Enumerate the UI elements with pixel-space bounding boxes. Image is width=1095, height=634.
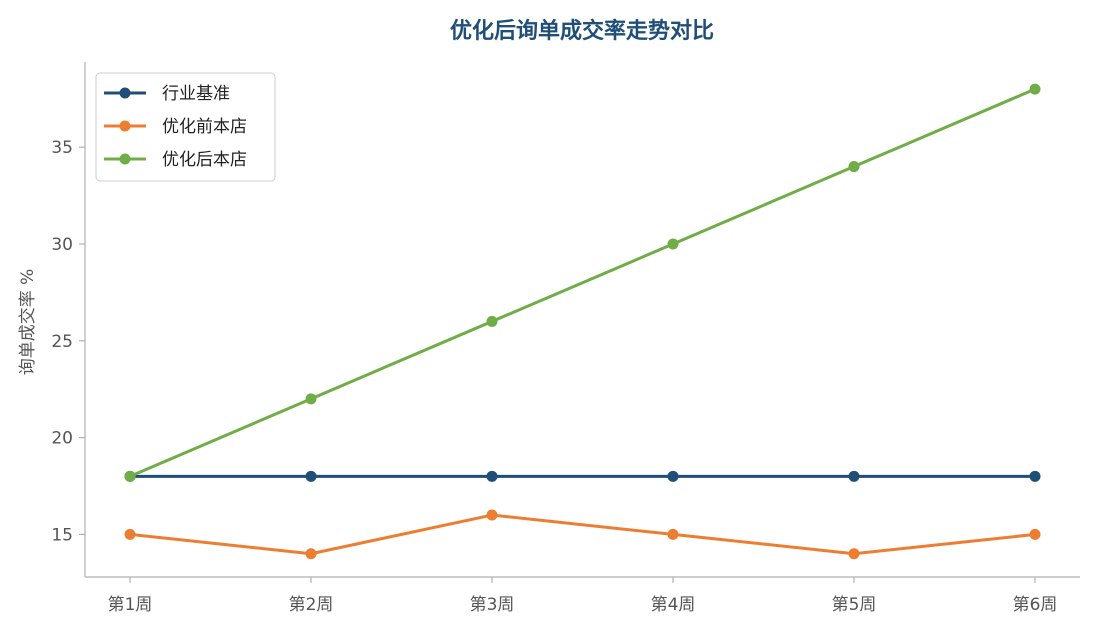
y-tick-label: 35 xyxy=(51,138,73,158)
data-point xyxy=(124,528,136,540)
data-point xyxy=(667,470,679,482)
data-point xyxy=(667,238,679,250)
legend-marker xyxy=(119,153,131,165)
data-point xyxy=(848,161,860,173)
x-tick-label: 第4周 xyxy=(651,595,696,615)
chart-title: 优化后询单成交率走势对比 xyxy=(450,18,714,44)
data-point xyxy=(305,548,317,560)
data-point xyxy=(1029,528,1041,540)
y-tick-label: 20 xyxy=(51,429,73,449)
y-axis-ticks: 15 20 25 30 35 xyxy=(51,138,85,545)
data-point xyxy=(848,470,860,482)
legend-entry: 优化后本店 xyxy=(104,150,247,170)
series-line xyxy=(128,513,1037,556)
series-line xyxy=(128,87,1037,478)
data-point xyxy=(305,470,317,482)
legend-marker xyxy=(119,87,131,99)
y-axis-label: 询单成交率 % xyxy=(18,269,38,376)
legend-marker xyxy=(119,120,131,132)
data-point xyxy=(486,509,498,521)
x-tick-label: 第5周 xyxy=(832,595,877,615)
series-layer xyxy=(124,83,1041,560)
data-point xyxy=(124,470,136,482)
data-point xyxy=(848,548,860,560)
series-3 xyxy=(124,83,1041,482)
y-tick-label: 25 xyxy=(51,332,73,352)
data-point xyxy=(1029,470,1041,482)
y-tick-label: 15 xyxy=(51,525,73,545)
data-point xyxy=(1029,83,1041,95)
x-tick-label: 第2周 xyxy=(289,595,334,615)
legend-label: 优化后本店 xyxy=(162,150,247,170)
data-point xyxy=(486,315,498,327)
legend-label: 行业基准 xyxy=(162,84,230,104)
x-axis-ticks: 第1周 第2周 第3周 第4周 第5周 第6周 xyxy=(108,577,1058,615)
x-tick-label: 第1周 xyxy=(108,595,153,615)
legend-entry: 优化前本店 xyxy=(104,117,247,137)
legend-entry: 行业基准 xyxy=(104,84,230,104)
y-tick-label: 30 xyxy=(51,235,73,255)
series-1 xyxy=(124,470,1041,482)
data-point xyxy=(305,393,317,405)
series-2 xyxy=(124,509,1041,560)
legend-box xyxy=(95,72,276,182)
legend-label: 优化前本店 xyxy=(162,117,247,137)
data-point xyxy=(486,470,498,482)
x-tick-label: 第3周 xyxy=(470,595,515,615)
x-tick-label: 第6周 xyxy=(1013,595,1058,615)
data-point xyxy=(667,528,679,540)
